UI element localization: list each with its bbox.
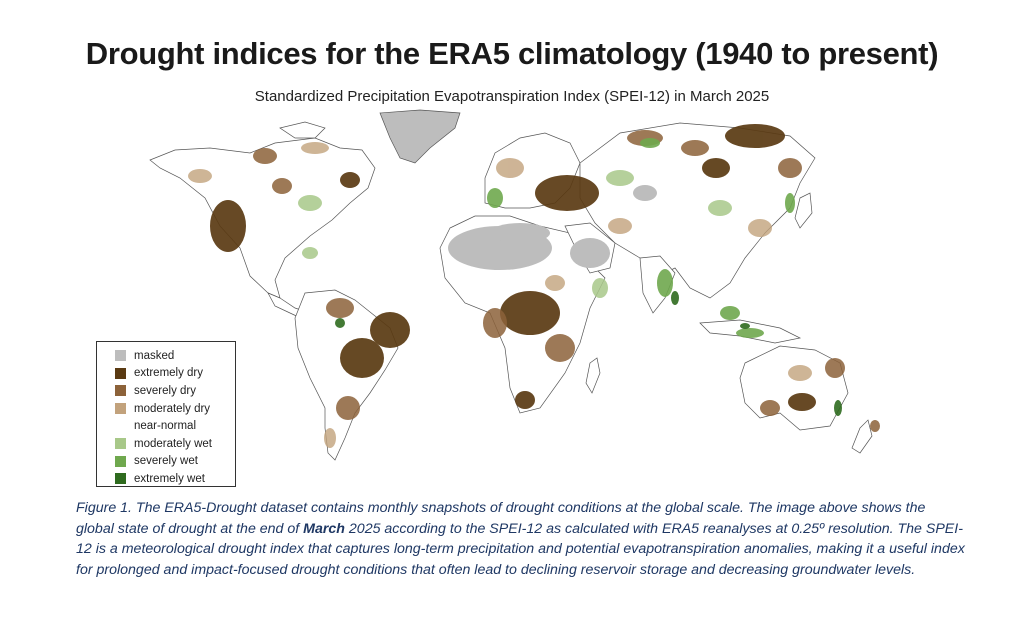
- legend-swatch: [115, 473, 126, 485]
- legend-label: extremely dry: [134, 367, 204, 380]
- moderately-wet-areas: [298, 170, 732, 298]
- caption-text-part2: 2025 according to the SPEI-12 as calcula…: [76, 520, 965, 578]
- legend-swatch: [115, 420, 126, 432]
- legend-label: extremely wet: [134, 472, 205, 485]
- legend-item: moderately wet: [115, 435, 235, 453]
- extremely-wet-areas: [335, 291, 842, 416]
- legend-label: masked: [134, 349, 175, 362]
- legend-swatch: [115, 385, 126, 397]
- legend-label: severely dry: [134, 384, 196, 397]
- legend-label: moderately wet: [134, 437, 212, 450]
- moderately-dry-areas: [188, 142, 812, 448]
- masked-areas: [448, 185, 657, 270]
- legend-swatch: [115, 438, 126, 450]
- figure-title: Drought indices for the ERA5 climatology…: [85, 36, 939, 71]
- greenland-land: [379, 109, 461, 164]
- world-drought-map: [149, 109, 880, 461]
- new-zealand-land: [851, 419, 873, 454]
- legend-label: moderately dry: [134, 402, 211, 415]
- severely-wet-areas: [487, 138, 795, 338]
- map-subtitle: Standardized Precipitation Evapotranspir…: [254, 88, 770, 105]
- legend-item: masked: [115, 347, 235, 365]
- legend-item: extremely dry: [115, 365, 235, 383]
- arctic-islands: [279, 121, 326, 139]
- legend-swatch: [115, 367, 126, 379]
- legend-swatch: [115, 455, 126, 467]
- madagascar-land: [585, 357, 601, 394]
- severely-dry-areas: [253, 130, 880, 432]
- legend-item: severely wet: [115, 453, 235, 471]
- legend-item: moderately dry: [115, 400, 235, 418]
- figure-caption: Figure 1. The ERA5-Drought dataset conta…: [76, 498, 966, 580]
- legend-item: severely dry: [115, 382, 235, 400]
- legend-swatch: [115, 350, 126, 362]
- legend-item: extremely wet: [115, 470, 235, 488]
- caption-month-bold: March: [303, 520, 345, 537]
- caption-text-part1: Figure 1. The ERA5-Drought dataset conta…: [76, 500, 926, 537]
- legend-item: near-normal: [115, 417, 235, 435]
- japan-land: [794, 192, 813, 229]
- legend-swatch: [115, 403, 126, 415]
- extremely-dry-areas: [210, 124, 816, 411]
- legend-label: near-normal: [134, 420, 196, 433]
- legend-label: severely wet: [134, 455, 198, 468]
- map-legend: masked extremely dry severely dry modera…: [96, 341, 236, 487]
